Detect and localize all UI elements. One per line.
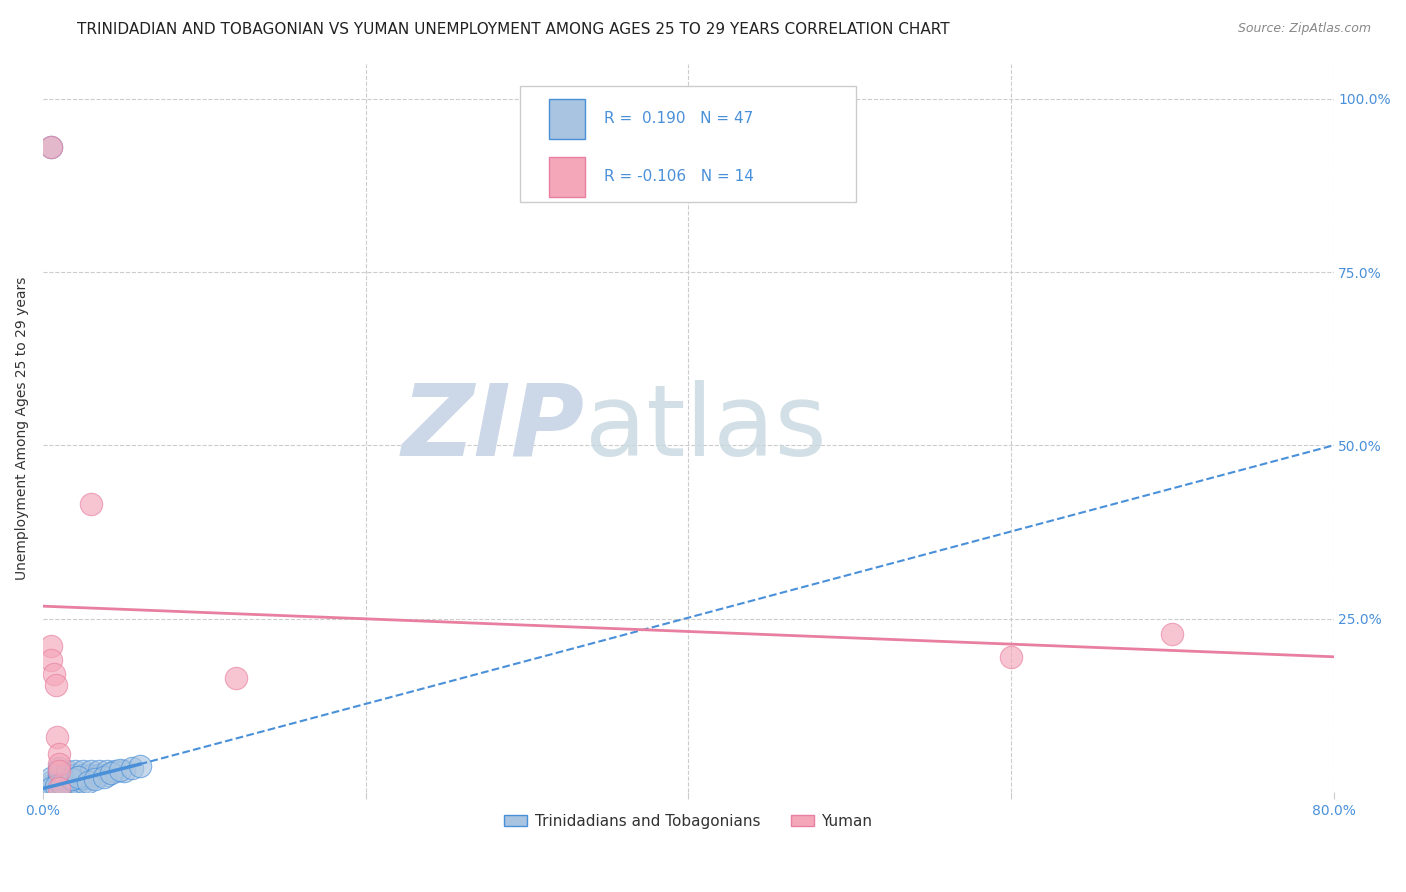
Point — [89, 767, 111, 781]
Point — [48, 761, 70, 775]
Point — [63, 764, 86, 779]
Text: TRINIDADIAN AND TOBAGONIAN VS YUMAN UNEMPLOYMENT AMONG AGES 25 TO 29 YEARS CORRE: TRINIDADIAN AND TOBAGONIAN VS YUMAN UNEM… — [77, 22, 950, 37]
Point — [63, 767, 86, 781]
Point — [96, 764, 118, 779]
Text: Source: ZipAtlas.com: Source: ZipAtlas.com — [1237, 22, 1371, 36]
Point — [63, 774, 86, 789]
Point — [56, 764, 79, 779]
Point — [225, 671, 247, 685]
Point — [48, 757, 70, 772]
Point — [39, 774, 62, 789]
Point — [63, 778, 86, 792]
Point — [46, 730, 69, 744]
Point — [63, 771, 86, 785]
Point — [100, 765, 122, 780]
Point — [39, 140, 62, 154]
Point — [45, 677, 67, 691]
FancyBboxPatch shape — [520, 86, 856, 202]
Point — [67, 770, 90, 784]
Text: ZIP: ZIP — [402, 379, 585, 476]
Point — [110, 763, 132, 777]
Point — [48, 771, 70, 785]
Point — [39, 771, 62, 785]
Point — [39, 778, 62, 792]
Point — [80, 497, 103, 511]
Point — [51, 777, 73, 791]
Y-axis label: Unemployment Among Ages 25 to 29 years: Unemployment Among Ages 25 to 29 years — [15, 277, 30, 580]
Point — [39, 781, 62, 796]
Point — [80, 767, 103, 781]
Point — [96, 767, 118, 781]
Point — [48, 781, 70, 796]
Point — [72, 774, 94, 789]
Point — [60, 772, 83, 787]
Point — [48, 774, 70, 789]
Point — [48, 747, 70, 761]
Point — [56, 778, 79, 792]
Point — [72, 771, 94, 785]
Point — [77, 774, 100, 789]
Point — [56, 771, 79, 785]
Point — [45, 780, 67, 794]
Point — [128, 758, 150, 772]
Point — [83, 772, 105, 787]
Point — [39, 781, 62, 796]
Point — [56, 767, 79, 781]
Text: atlas: atlas — [585, 379, 827, 476]
Point — [48, 778, 70, 792]
Point — [89, 764, 111, 779]
Point — [72, 764, 94, 779]
Point — [39, 140, 62, 154]
Point — [93, 770, 115, 784]
Point — [72, 767, 94, 781]
Point — [1161, 627, 1184, 641]
Text: R = -0.106   N = 14: R = -0.106 N = 14 — [605, 169, 754, 185]
Legend: Trinidadians and Tobagonians, Yuman: Trinidadians and Tobagonians, Yuman — [498, 808, 879, 835]
Point — [44, 667, 66, 681]
Point — [80, 771, 103, 785]
Point — [112, 764, 135, 779]
FancyBboxPatch shape — [548, 99, 585, 138]
Point — [39, 653, 62, 667]
Point — [48, 767, 70, 781]
Point — [48, 764, 70, 779]
FancyBboxPatch shape — [548, 157, 585, 197]
Point — [39, 640, 62, 654]
Point — [121, 761, 143, 775]
Point — [1000, 649, 1022, 664]
Point — [48, 781, 70, 796]
Text: R =  0.190   N = 47: R = 0.190 N = 47 — [605, 112, 754, 126]
Point — [80, 764, 103, 779]
Point — [104, 764, 127, 779]
Point — [48, 764, 70, 779]
Point — [56, 774, 79, 789]
